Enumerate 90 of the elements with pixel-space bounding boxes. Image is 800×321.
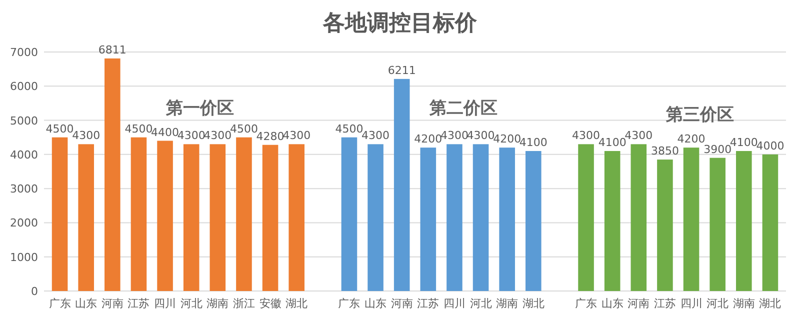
bar xyxy=(157,140,173,291)
x-tick-label: 河南 xyxy=(101,297,124,310)
data-label: 4500 xyxy=(335,122,364,136)
x-tick-label: 河南 xyxy=(390,297,413,310)
data-label: 4500 xyxy=(124,122,153,136)
y-tick-label: 5000 xyxy=(10,114,38,128)
series-label: 第一价区 xyxy=(165,98,234,118)
y-tick-label: 0 xyxy=(31,285,38,298)
x-tick-label: 河北 xyxy=(180,297,202,310)
bar xyxy=(341,137,358,291)
data-label: 4200 xyxy=(414,132,442,146)
data-label: 4300 xyxy=(440,129,468,142)
x-tick-label: 安徽 xyxy=(259,297,282,310)
bar xyxy=(262,144,278,291)
data-label: 4500 xyxy=(230,122,258,136)
x-tick-label: 江苏 xyxy=(128,297,150,310)
bar xyxy=(78,144,94,291)
data-label: 4300 xyxy=(466,129,495,142)
x-tick-label: 江苏 xyxy=(417,297,440,310)
bar xyxy=(604,151,620,291)
bar xyxy=(472,144,489,291)
x-tick-label: 四川 xyxy=(443,297,466,310)
data-label: 4300 xyxy=(624,129,653,142)
data-label: 4100 xyxy=(730,136,758,150)
x-tick-label: 湖北 xyxy=(522,297,544,310)
x-tick-label: 山东 xyxy=(601,297,624,310)
data-label: 4100 xyxy=(598,136,626,150)
y-tick-label: 3000 xyxy=(10,182,38,196)
bar xyxy=(130,137,147,291)
data-label: 4000 xyxy=(756,139,784,152)
data-label: 3850 xyxy=(650,144,679,158)
data-label: 4400 xyxy=(151,126,180,139)
bar xyxy=(578,144,594,291)
data-label: 4300 xyxy=(72,129,100,142)
data-label: 6211 xyxy=(388,64,416,77)
series-label: 第三价区 xyxy=(665,105,734,126)
x-tick-label: 广东 xyxy=(48,297,71,310)
bar xyxy=(52,137,68,291)
data-label: 4300 xyxy=(362,129,390,142)
data-label: 4100 xyxy=(519,136,548,150)
bar xyxy=(710,158,726,291)
x-tick-label: 四川 xyxy=(680,297,702,310)
x-tick-label: 湖南 xyxy=(732,297,755,310)
x-tick-label: 湖南 xyxy=(206,297,229,310)
data-label: 4500 xyxy=(46,122,74,136)
data-label: 4300 xyxy=(282,129,311,142)
y-tick-label: 1000 xyxy=(10,250,38,264)
bar xyxy=(104,58,120,291)
data-label: 4300 xyxy=(177,129,206,142)
bar xyxy=(183,144,200,291)
y-tick-label: 2000 xyxy=(10,216,38,230)
bar xyxy=(526,151,542,291)
data-label: 4280 xyxy=(256,130,284,143)
y-tick-label: 6000 xyxy=(10,80,38,94)
x-tick-label: 河北 xyxy=(706,297,729,310)
bar xyxy=(762,154,778,291)
bar xyxy=(683,148,700,291)
y-tick-label: 7000 xyxy=(10,46,38,59)
bar xyxy=(236,137,252,291)
bar xyxy=(736,151,752,291)
chart-title: 各地调控目标价 xyxy=(322,11,478,36)
x-tick-label: 浙江 xyxy=(232,297,255,310)
bar xyxy=(288,144,304,291)
data-label: 4200 xyxy=(677,132,706,146)
x-tick-label: 广东 xyxy=(338,297,360,310)
bar xyxy=(499,148,515,291)
bar xyxy=(446,144,462,291)
data-label: 4300 xyxy=(572,129,600,142)
x-tick-label: 湖北 xyxy=(286,297,308,310)
x-tick-label: 山东 xyxy=(75,297,98,310)
x-tick-label: 湖南 xyxy=(496,297,518,310)
data-label: 6811 xyxy=(98,43,126,56)
x-tick-label: 江苏 xyxy=(654,297,676,310)
x-tick-label: 河南 xyxy=(628,297,650,310)
bar xyxy=(210,144,226,291)
bar xyxy=(394,78,410,291)
bar xyxy=(420,148,436,291)
x-tick-label: 河北 xyxy=(470,297,492,310)
y-tick-label: 4000 xyxy=(10,148,38,162)
x-tick-label: 四川 xyxy=(154,297,176,310)
bar xyxy=(368,144,384,291)
x-tick-label: 湖北 xyxy=(759,297,782,310)
data-label: 4300 xyxy=(204,129,232,142)
data-label: 4200 xyxy=(493,132,522,146)
series-label: 第二价区 xyxy=(428,98,498,118)
x-tick-label: 广东 xyxy=(575,297,598,310)
bar xyxy=(657,160,673,291)
data-label: 3900 xyxy=(704,142,732,156)
x-tick-label: 山东 xyxy=(364,297,387,310)
bar xyxy=(630,144,647,291)
